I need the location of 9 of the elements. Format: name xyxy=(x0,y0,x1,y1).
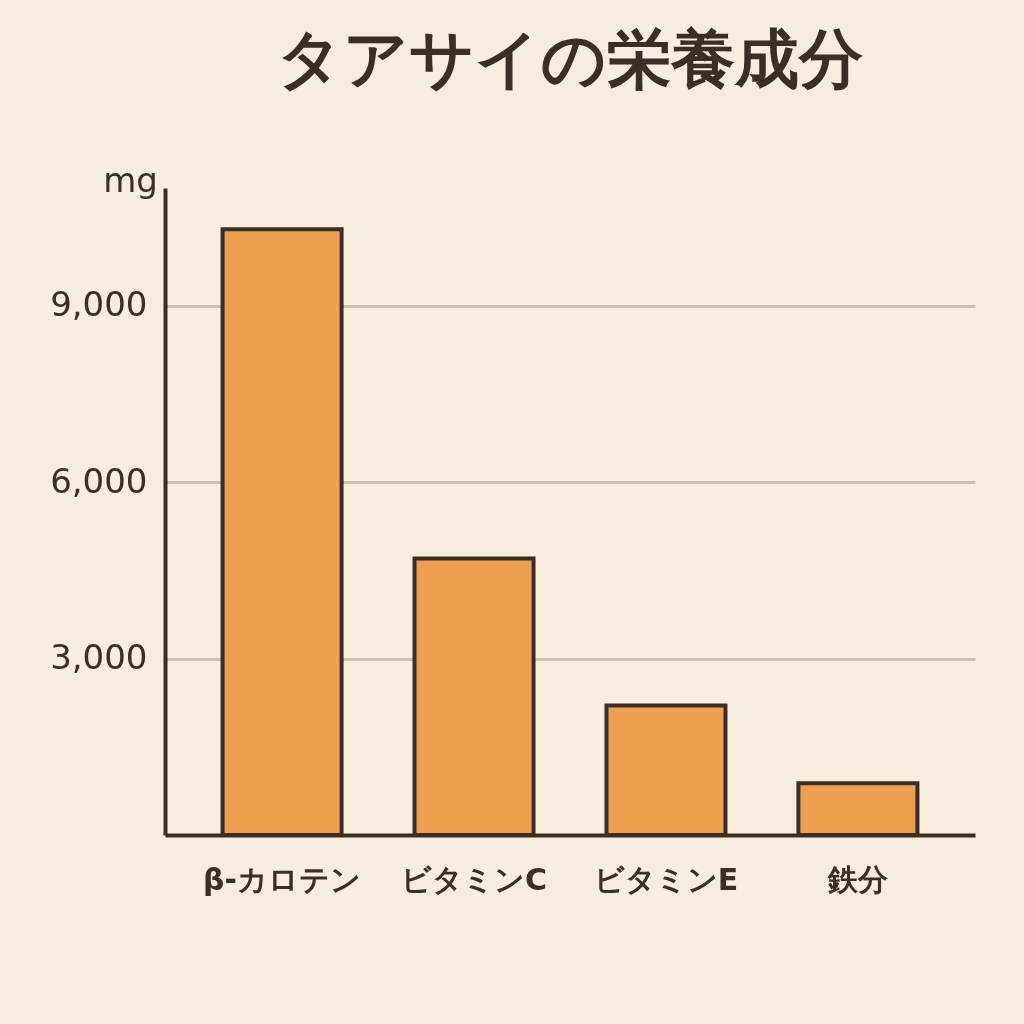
x-tick-label: ビタミンE xyxy=(593,861,739,897)
x-tick-label: ビタミンC xyxy=(401,861,548,897)
y-tick-label: 9,000 xyxy=(50,284,148,325)
y-tick-label: 3,000 xyxy=(50,637,148,678)
y-axis-title: mg xyxy=(103,159,158,200)
y-tick-label: 6,000 xyxy=(50,460,148,501)
chart-title: タアサイの栄養成分 xyxy=(277,22,863,96)
x-tick-label: 鉄分 xyxy=(826,861,888,897)
x-tick-label: β-カロテン xyxy=(203,861,362,897)
